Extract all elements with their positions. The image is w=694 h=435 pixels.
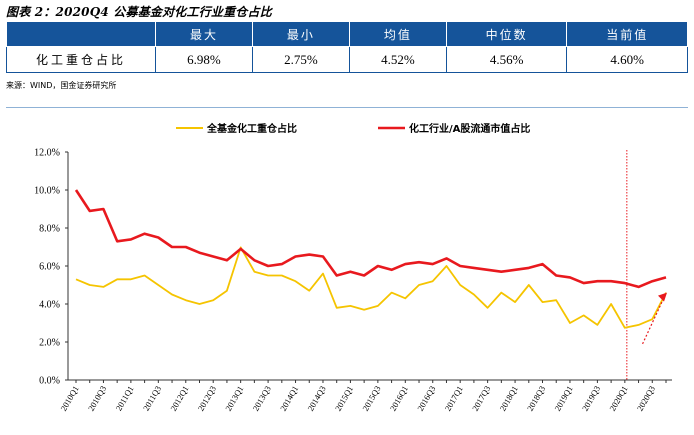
stats-header-mean: 均值 [348,21,447,47]
stats-header-max: 最大 [155,21,253,47]
x-tick-label: 2010Q1 [58,384,80,413]
y-tick-label: 12.0% [34,148,60,159]
x-tick-label: 2017Q3 [470,384,492,413]
source-note: 来源：WIND，国金证券研究所 [6,81,117,90]
stats-value-min: 2.75% [251,46,350,73]
x-tick-label: 2014Q1 [278,384,300,413]
legend-label-fund-chem-weight: 全基金化工重仓占比 [206,122,297,135]
x-tick-label: 2019Q3 [580,384,602,413]
x-tick-label: 2012Q3 [196,384,218,413]
x-tick-label: 2016Q3 [415,384,437,413]
y-tick-label: 0.0% [39,376,60,387]
stats-value-current: 4.60% [566,46,688,73]
figure-title: 图表 2：2020Q4 公募基金对化工行业重仓占比 [6,5,272,19]
x-tick-label: 2015Q3 [360,384,382,413]
stats-header-row: 最大 最小 均值 中位数 当前值 [6,21,688,47]
stats-value-mean: 4.52% [348,46,447,73]
x-tick-label: 2012Q1 [168,384,190,413]
stats-value-row: 化工重仓占比 6.98% 2.75% 4.52% 4.56% 4.60% [6,46,688,73]
stats-table: 最大 最小 均值 中位数 当前值 化工重仓占比 6.98% 2.75% 4.52… [6,21,688,73]
series-line-fund-chem-weight [75,246,667,329]
x-tick-label: 2016Q1 [388,384,410,413]
series-line-chem-market-share [74,189,667,289]
x-tick-label: 2011Q1 [113,384,135,412]
x-tick-label: 2013Q3 [250,384,272,413]
trend-arrow-line [642,297,665,345]
stats-header-min: 最小 [251,21,350,47]
stats-header-median: 中位数 [445,21,568,47]
trend-arrow-head [658,292,667,302]
stats-value-max: 6.98% [155,46,253,73]
y-tick-label: 8.0% [39,224,60,235]
x-tick-label: 2015Q1 [333,384,355,413]
x-tick-label: 2020Q3 [635,384,657,413]
x-tick-label: 2014Q3 [305,384,327,413]
x-tick-label: 2020Q1 [607,384,629,413]
line-chart: 0.0% 2.0% 4.0% 6.0% 8.0% 10.0% 12.0% 2010Q1 2010… [34,122,672,413]
x-tick-label: 2019Q1 [552,384,574,413]
stats-header-corner [6,21,156,47]
x-tick-label: 2018Q3 [525,384,547,413]
y-tick-label: 6.0% [39,262,60,273]
stats-row-label: 化工重仓占比 [6,46,156,73]
x-tick-label: 2013Q1 [223,384,245,413]
stats-header-current: 当前值 [566,21,688,47]
x-tick-label: 2017Q1 [443,384,465,413]
x-tick-label: 2010Q3 [86,384,108,413]
divider-rule [6,107,688,108]
stats-value-median: 4.56% [445,46,568,73]
x-tick-label: 2018Q1 [497,384,519,413]
legend-label-chem-market-share: 化工行业/A股流通市值占比 [409,122,530,135]
y-tick-label: 2.0% [39,338,60,349]
y-tick-label: 10.0% [34,186,60,197]
y-tick-label: 4.0% [39,300,60,311]
x-tick-label: 2011Q3 [141,384,163,412]
